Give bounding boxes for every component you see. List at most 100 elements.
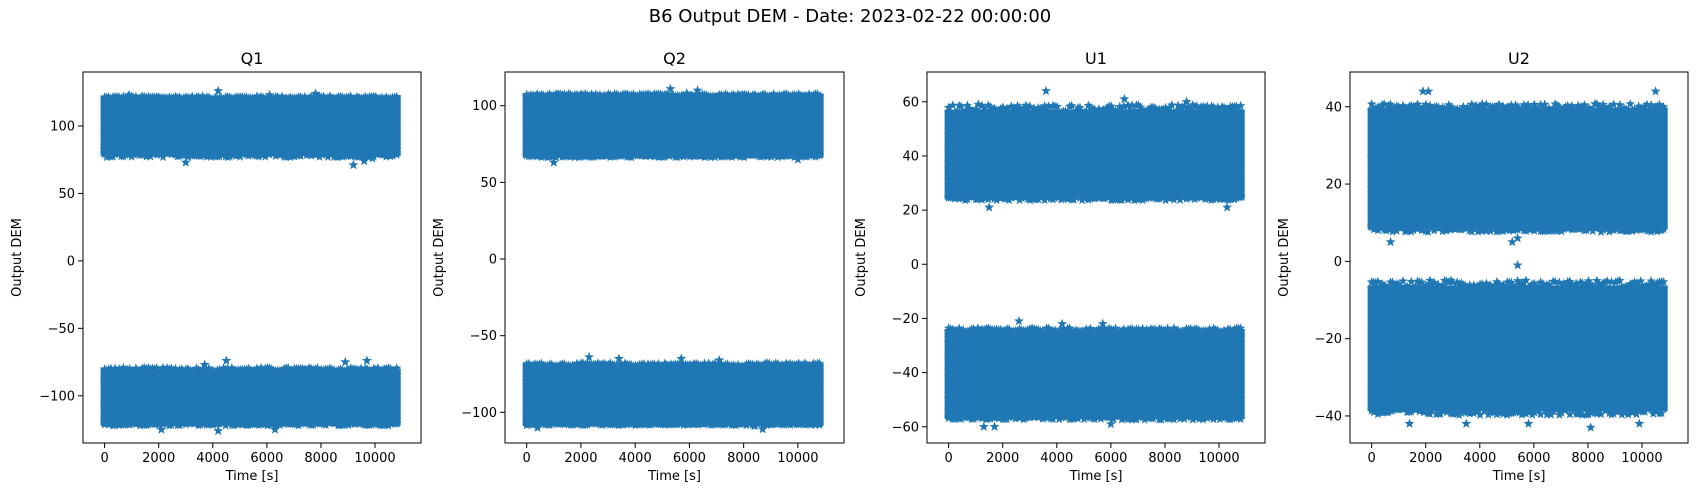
x-axis-label: Time [s]	[225, 469, 279, 484]
y-tick-label: 60	[902, 95, 919, 110]
band-edge-markers	[943, 323, 1246, 424]
x-tick-label: 10000	[1198, 451, 1239, 466]
x-tick-label: 0	[944, 451, 952, 466]
scatter-band-2	[943, 323, 1246, 424]
axes-frame	[926, 71, 1266, 444]
outlier-point-4	[973, 99, 984, 109]
outlier-point-3	[681, 88, 692, 98]
y-tick-label: 0	[1334, 255, 1342, 270]
y-tick-label: 0	[67, 254, 75, 269]
outlier-point-12	[1634, 418, 1645, 428]
outlier-point-11	[757, 424, 768, 434]
scatter-band-1	[521, 88, 825, 162]
outlier-point-9	[1097, 318, 1108, 329]
outlier-point-1	[1418, 86, 1428, 96]
scatter-band-2	[1366, 275, 1669, 419]
outlier-point-4	[124, 89, 134, 100]
y-tick-label: 20	[902, 204, 919, 219]
x-tick-label: 6000	[1517, 451, 1550, 466]
outlier-point-8	[367, 153, 378, 163]
band-core	[100, 368, 401, 426]
y-tick-label: 20	[1325, 178, 1342, 193]
y-axis-label: Output DEM	[10, 218, 25, 297]
band-edge-markers	[521, 358, 825, 430]
band-core	[944, 328, 1245, 419]
outlier-point-3	[1650, 86, 1661, 96]
x-tick-label: 4000	[196, 451, 229, 466]
scatter-band-2	[99, 362, 402, 430]
x-axis-label: Time [s]	[647, 469, 701, 484]
x-tick-label: 2000	[142, 451, 175, 466]
panel-q2: 0 2000 4000 6000 8000 10000 −100 −50 0 50 100 Q2 Tim…	[432, 49, 845, 484]
outlier-point-6	[584, 351, 594, 362]
x-tick-label: 8000	[304, 451, 337, 466]
y-tick-label: 50	[58, 187, 75, 202]
outlier-point-5	[348, 159, 359, 170]
panel-title: Q2	[663, 49, 686, 68]
outlier-point-3	[264, 89, 275, 100]
band-core	[944, 109, 1245, 200]
outlier-point-2	[1119, 93, 1130, 104]
panel-title: U1	[1085, 49, 1107, 68]
y-tick-label: 50	[480, 176, 497, 191]
y-tick-label: −50	[48, 322, 75, 337]
panel-u2: 0 2000 4000 6000 8000 10000 −40 −20 0 20 40 U2 Time …	[1277, 49, 1689, 484]
x-tick-label: 2000	[1409, 451, 1442, 466]
outlier-point-14	[270, 424, 280, 434]
y-tick-label: −60	[892, 420, 919, 435]
band-core	[100, 95, 401, 156]
x-tick-label: 4000	[619, 451, 652, 466]
outlier-point-8	[676, 353, 687, 363]
outlier-point-4	[1385, 236, 1396, 247]
outlier-point-9	[1461, 418, 1472, 428]
outlier-point-8	[1404, 418, 1415, 428]
outlier-point-5	[1507, 236, 1518, 247]
x-tick-label: 2000	[986, 451, 1019, 466]
x-tick-label: 2000	[564, 451, 597, 466]
outlier-point-5	[1222, 202, 1233, 212]
axes-frame	[504, 71, 845, 444]
x-tick-label: 6000	[250, 451, 283, 466]
figure-suptitle: B6 Output DEM - Date: 2023-02-22 00:00:0…	[648, 6, 1052, 27]
scatter-band-2	[521, 358, 825, 430]
x-tick-label: 0	[1367, 451, 1375, 466]
band-edge-markers	[1366, 99, 1669, 236]
x-tick-label: 4000	[1040, 451, 1073, 466]
outlier-point-12	[199, 359, 210, 369]
band-edge-markers	[99, 362, 402, 430]
x-tick-label: 8000	[1148, 451, 1181, 466]
outlier-point-5	[793, 154, 803, 164]
band-core	[522, 363, 824, 427]
outlier-point-10	[978, 421, 989, 431]
scatter-band-1	[1366, 99, 1669, 236]
y-tick-label: 0	[489, 253, 497, 268]
band-core	[522, 93, 824, 158]
y-tick-label: −50	[470, 329, 497, 344]
band-core	[1367, 285, 1668, 412]
y-axis-label: Output DEM	[854, 218, 869, 297]
band-edge-markers	[521, 88, 825, 162]
panel-q1: 0 2000 4000 6000 8000 10000 −100 −50 0 50 100 Q1 Tim…	[10, 49, 422, 484]
x-axis-label: Time [s]	[1492, 469, 1546, 484]
y-tick-label: 100	[50, 119, 75, 134]
outlier-point-12	[749, 420, 760, 431]
y-tick-label: 40	[1325, 100, 1342, 115]
outlier-point-1	[1041, 85, 1051, 96]
band-core	[1367, 107, 1668, 230]
y-axis-label: Output DEM	[1277, 218, 1292, 297]
x-axis-label: Time [s]	[1069, 469, 1123, 484]
outlier-point-7	[359, 155, 370, 166]
y-tick-label: 40	[902, 149, 919, 164]
y-tick-label: −20	[1315, 332, 1342, 347]
outlier-point-6	[984, 202, 995, 212]
outlier-point-11	[1585, 422, 1596, 432]
x-tick-label: 10000	[354, 451, 395, 466]
y-tick-label: 0	[911, 258, 919, 273]
outlier-point-15	[156, 424, 167, 434]
axes-frame	[1349, 71, 1689, 444]
x-tick-label: 10000	[777, 451, 818, 466]
outlier-point-10	[1523, 418, 1534, 428]
y-tick-label: −40	[892, 366, 919, 381]
outlier-point-12	[1105, 418, 1116, 429]
